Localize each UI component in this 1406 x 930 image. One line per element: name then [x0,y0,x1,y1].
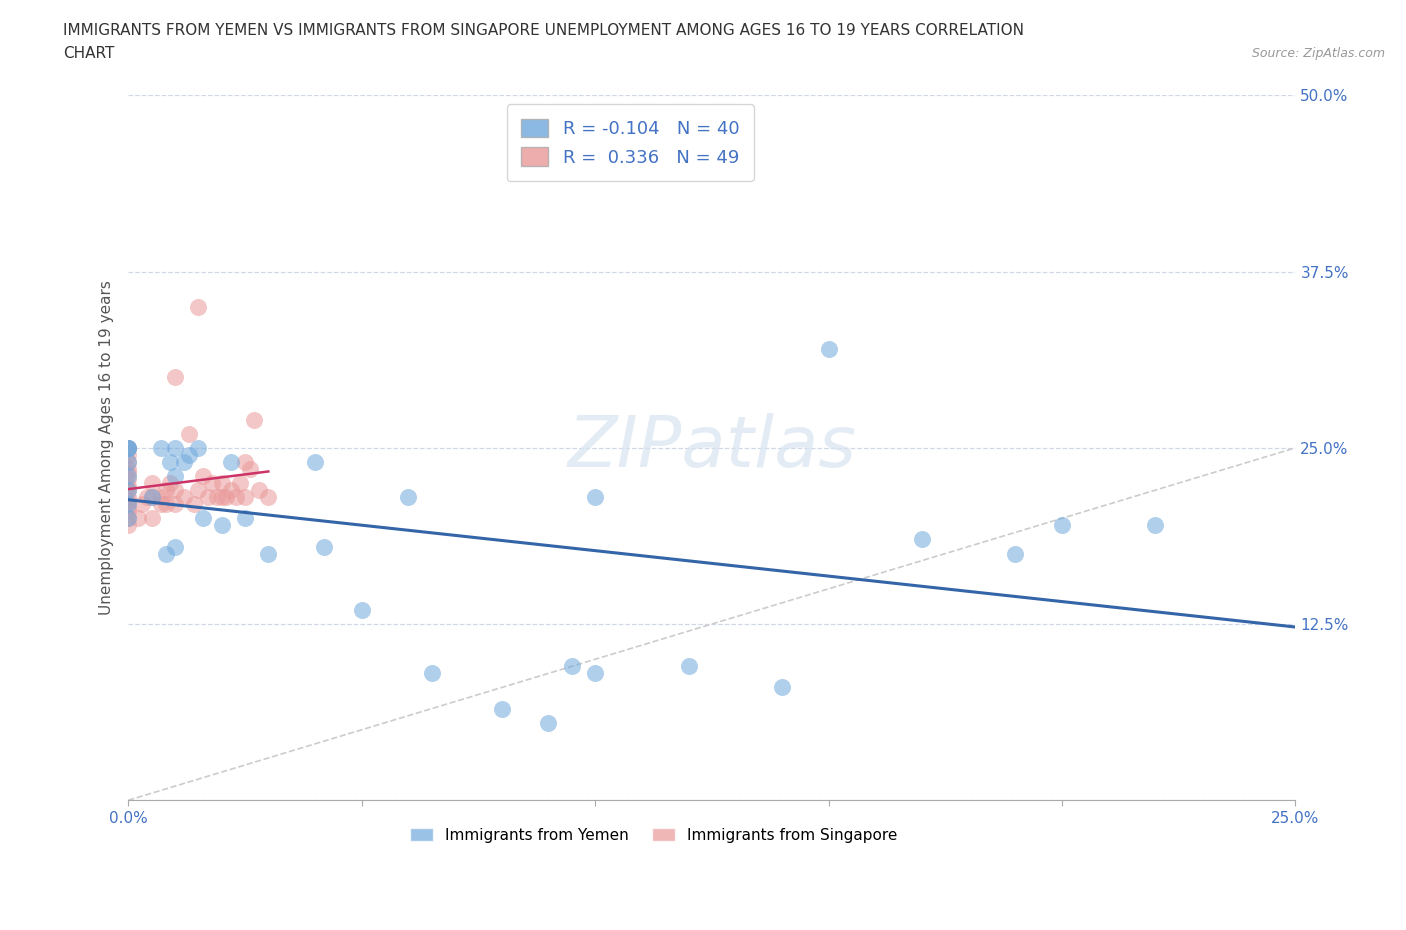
Point [219,483,242,498]
Point [163,441,186,456]
Point [117,441,139,456]
Point [770,680,793,695]
Point [205,490,228,505]
Point [215,490,238,505]
Point [187,483,209,498]
Legend: Immigrants from Yemen, Immigrants from Singapore: Immigrants from Yemen, Immigrants from S… [404,822,903,849]
Point [155,497,177,512]
Point [583,490,606,505]
Point [239,461,262,476]
Point [491,701,513,716]
Point [257,546,280,561]
Point [117,461,139,476]
Point [117,497,139,512]
Point [117,494,139,509]
Point [117,511,139,525]
Point [537,715,560,730]
Point [187,299,209,314]
Point [117,504,139,519]
Point [304,455,326,470]
Point [117,441,139,456]
Point [247,483,270,498]
Point [229,475,252,490]
Point [211,475,233,490]
Point [191,469,214,484]
Point [314,539,336,554]
Point [187,441,209,456]
Point [155,546,177,561]
Point [117,469,139,484]
Point [197,490,219,505]
Point [159,475,181,490]
Point [155,483,177,498]
Point [163,497,186,512]
Point [141,511,163,525]
Point [117,483,139,498]
Point [257,490,280,505]
Point [350,603,373,618]
Point [163,370,186,385]
Point [149,441,172,456]
Point [117,441,139,456]
Point [183,497,205,512]
Text: IMMIGRANTS FROM YEMEN VS IMMIGRANTS FROM SINGAPORE UNEMPLOYMENT AMONG AGES 16 TO: IMMIGRANTS FROM YEMEN VS IMMIGRANTS FROM… [63,23,1024,38]
Point [141,475,163,490]
Point [117,490,139,505]
Point [127,511,149,525]
Text: CHART: CHART [63,46,115,61]
Point [117,455,139,470]
Point [420,666,443,681]
Point [117,466,139,481]
Point [1144,518,1167,533]
Point [243,412,266,427]
Point [583,666,606,681]
Point [117,455,139,470]
Point [163,483,186,498]
Point [201,475,224,490]
Point [117,478,139,493]
Point [191,511,214,525]
Point [173,490,195,505]
Point [561,658,583,673]
Point [135,490,157,505]
Text: Source: ZipAtlas.com: Source: ZipAtlas.com [1251,46,1385,60]
Point [1050,518,1073,533]
Point [149,490,172,505]
Point [141,490,163,505]
Point [177,426,200,441]
Point [817,341,839,356]
Point [211,490,233,505]
Point [233,490,256,505]
Point [117,447,139,462]
Point [117,483,139,498]
Point [117,499,139,514]
Point [177,447,200,462]
Point [149,497,172,512]
Point [163,469,186,484]
Point [131,497,153,512]
Point [117,511,139,525]
Point [211,518,233,533]
Point [225,490,247,505]
Point [117,472,139,486]
Point [1004,546,1026,561]
Point [678,658,700,673]
Point [163,539,186,554]
Point [911,532,934,547]
Point [219,455,242,470]
Point [117,518,139,533]
Point [117,441,139,456]
Point [141,490,163,505]
Y-axis label: Unemployment Among Ages 16 to 19 years: Unemployment Among Ages 16 to 19 years [100,280,114,616]
Point [233,511,256,525]
Point [396,490,419,505]
Text: ZIPatlas: ZIPatlas [568,413,856,483]
Point [173,455,195,470]
Point [159,455,181,470]
Point [233,455,256,470]
